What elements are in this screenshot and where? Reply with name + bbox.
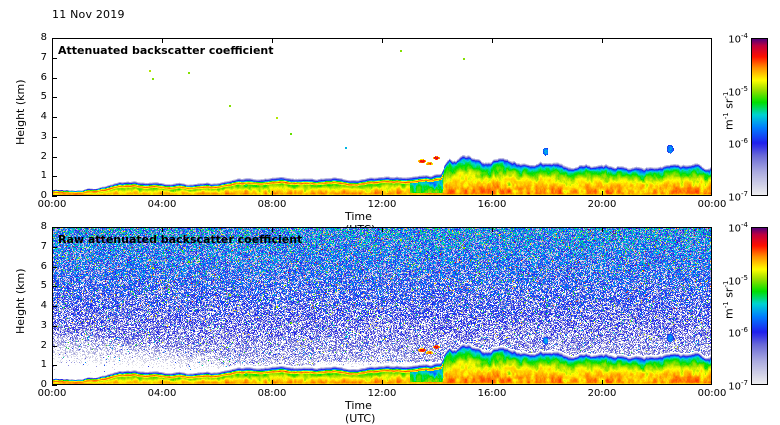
panel-title-raw: Raw attenuated backscatter coefficient <box>58 233 303 246</box>
y-tickmark <box>52 246 57 248</box>
colorbar-tick-label: 10-6 <box>728 326 748 340</box>
colorbar-tick-label: 10-4 <box>728 221 748 235</box>
x-tickmark-top <box>492 227 493 232</box>
y-tickmark <box>52 57 57 59</box>
colorbar-gradient-bottom <box>752 228 767 384</box>
x-tickmark-top <box>162 227 163 232</box>
x-tickmark-top <box>382 38 383 43</box>
x-tick-label: 12:00 <box>367 199 397 210</box>
x-tick-label: 08:00 <box>257 388 287 399</box>
x-tickmark <box>272 380 273 385</box>
y-tickmark <box>52 97 57 99</box>
date-label: 11 Nov 2019 <box>52 8 125 21</box>
x-tickmark-top <box>162 38 163 43</box>
y-tickmark <box>52 266 57 268</box>
y-tickmark <box>52 385 57 386</box>
colorbar-bottom <box>751 227 768 385</box>
x-axis-title-bottom: Time (UTC) <box>345 399 376 425</box>
x-tick-label: 00:00 <box>37 199 67 210</box>
x-tickmark-top <box>272 38 273 43</box>
x-tickmark <box>162 380 163 385</box>
y-tick-label: 6 <box>40 71 47 83</box>
x-tick-label: 16:00 <box>477 388 507 399</box>
y-tick-label: 5 <box>40 280 47 292</box>
x-tick-label: 04:00 <box>147 388 177 399</box>
y-tickmark <box>52 306 57 307</box>
x-tick-label: 12:00 <box>367 388 397 399</box>
x-tickmark-top <box>492 38 493 43</box>
y-tick-label: 7 <box>40 240 47 252</box>
x-tickmark <box>602 191 603 196</box>
y-tick-label: 5 <box>40 91 47 103</box>
y-tick-label: 2 <box>40 150 47 162</box>
y-tick-label: 0 <box>40 379 47 390</box>
y-tick-label: 3 <box>40 319 47 331</box>
x-tickmark <box>382 380 383 385</box>
y-tick-label: 3 <box>40 130 47 142</box>
y-tick-label: 4 <box>40 111 47 122</box>
y-tick-label: 8 <box>40 221 47 232</box>
x-tickmark <box>272 191 273 196</box>
x-tick-label: 04:00 <box>147 199 177 210</box>
x-tick-label: 00:00 <box>697 199 727 210</box>
y-tick-label: 4 <box>40 300 47 311</box>
y-tickmark <box>52 176 57 178</box>
y-tick-label: 8 <box>40 32 47 43</box>
y-tick-label: 1 <box>40 170 47 182</box>
y-tickmark <box>52 365 57 367</box>
x-tickmark <box>602 380 603 385</box>
colorbar-tick-label: 10-7 <box>728 379 748 393</box>
x-tickmark <box>492 380 493 385</box>
x-tick-label: 20:00 <box>587 199 617 210</box>
y-tick-label: 1 <box>40 359 47 371</box>
colorbar-tick-label: 10-6 <box>728 137 748 151</box>
x-tickmark <box>382 191 383 196</box>
y-tickmark <box>52 227 57 228</box>
plot-area-raw-backscatter[interactable] <box>52 227 712 385</box>
panel-title-attenuated: Attenuated backscatter coefficient <box>58 44 274 57</box>
x-tick-label: 00:00 <box>37 388 67 399</box>
colorbar-tick-label: 10-5 <box>728 273 748 287</box>
x-tickmark <box>162 191 163 196</box>
colorbar-tick-label: 10-4 <box>728 32 748 46</box>
y-tick-label: 7 <box>40 51 47 63</box>
y-tickmark <box>52 117 57 118</box>
x-tick-label: 08:00 <box>257 199 287 210</box>
y-tickmark <box>52 136 57 138</box>
y-tickmark <box>52 38 57 39</box>
x-tickmark-top <box>602 38 603 43</box>
colorbar-tick-label: 10-7 <box>728 190 748 204</box>
y-tickmark <box>52 196 57 197</box>
y-tickmark <box>52 77 57 79</box>
heatmap-canvas-raw <box>53 228 711 384</box>
y-tick-label: 2 <box>40 339 47 351</box>
colorbar-top <box>751 38 768 196</box>
plot-area-attenuated-backscatter[interactable] <box>52 38 712 196</box>
x-tick-label: 20:00 <box>587 388 617 399</box>
x-tickmark-top <box>382 227 383 232</box>
colorbar-gradient-top <box>752 39 767 195</box>
x-tickmark-top <box>272 227 273 232</box>
y-tick-label: 6 <box>40 260 47 272</box>
y-tickmark <box>52 345 57 347</box>
y-tickmark <box>52 286 57 288</box>
x-tick-label: 16:00 <box>477 199 507 210</box>
heatmap-canvas-attenuated <box>53 39 711 195</box>
y-tickmark <box>52 156 57 158</box>
x-tickmark-top <box>602 227 603 232</box>
x-tick-label: 00:00 <box>697 388 727 399</box>
x-tickmark <box>492 191 493 196</box>
colorbar-tick-label: 10-5 <box>728 84 748 98</box>
y-tickmark <box>52 325 57 327</box>
y-tick-label: 0 <box>40 190 47 201</box>
